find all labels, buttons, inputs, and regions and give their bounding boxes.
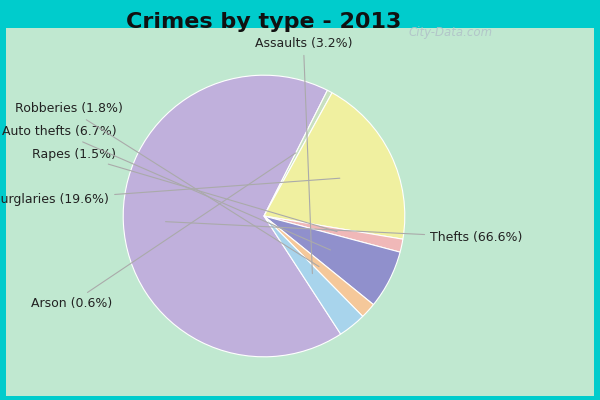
Text: Burglaries (19.6%): Burglaries (19.6%)	[0, 178, 340, 206]
Text: Assaults (3.2%): Assaults (3.2%)	[254, 37, 352, 274]
Wedge shape	[264, 216, 363, 334]
Wedge shape	[264, 93, 405, 239]
Text: City-Data.com: City-Data.com	[408, 26, 492, 39]
Wedge shape	[264, 90, 332, 216]
Text: Rapes (1.5%): Rapes (1.5%)	[32, 148, 337, 232]
Text: Robberies (1.8%): Robberies (1.8%)	[16, 102, 319, 266]
Text: Thefts (66.6%): Thefts (66.6%)	[166, 222, 523, 244]
Wedge shape	[264, 216, 400, 305]
Text: Crimes by type - 2013: Crimes by type - 2013	[127, 12, 401, 32]
Text: Auto thefts (6.7%): Auto thefts (6.7%)	[2, 125, 331, 250]
Wedge shape	[123, 75, 341, 357]
Wedge shape	[264, 216, 373, 316]
Text: Arson (0.6%): Arson (0.6%)	[31, 153, 296, 310]
Wedge shape	[264, 216, 403, 252]
